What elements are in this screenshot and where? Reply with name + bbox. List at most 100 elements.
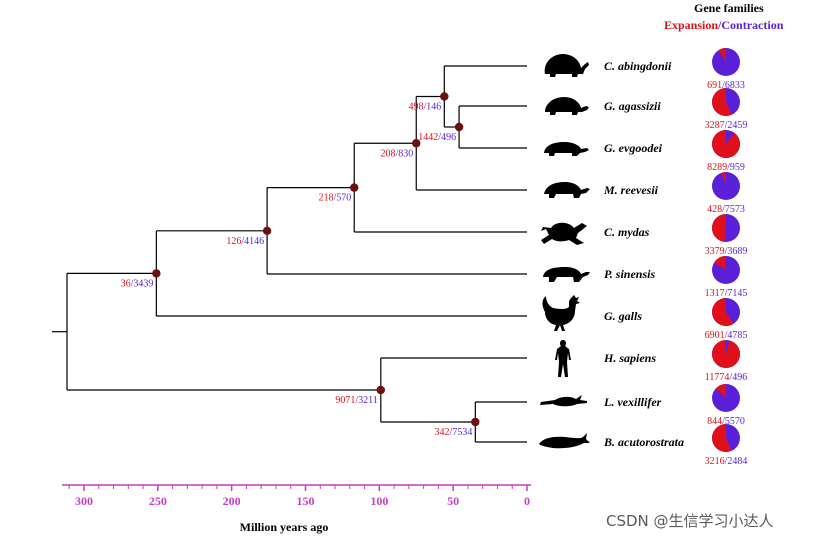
- species-row: G. galls 6901/4785: [542, 295, 748, 341]
- pie-expansion-slice: [712, 214, 726, 242]
- node-dot: [350, 183, 359, 192]
- node-dot: [454, 122, 464, 132]
- species-count-slash: /: [725, 120, 728, 131]
- species-contraction-count: 5570: [725, 416, 745, 427]
- node-expansion-count: 498: [409, 102, 424, 113]
- species-row: G. evgoodei 8289/959: [544, 130, 745, 173]
- node-count-label: 498/146: [409, 102, 442, 113]
- pie-expansion-slice: [712, 424, 732, 452]
- node-contraction-count: 7534: [452, 427, 472, 438]
- species-row: P. sinensis 1317/7145: [543, 256, 747, 299]
- species-row: H. sapiens 11774/496: [555, 340, 747, 383]
- tree-branches: [52, 65, 527, 443]
- node-count-label: 342/7534: [435, 427, 473, 438]
- node-contraction-count: 146: [426, 102, 441, 113]
- node-contraction-count: 4146: [244, 236, 264, 247]
- node-dot: [376, 385, 386, 395]
- expansion-contraction-legend: Expansion/Contraction: [664, 18, 784, 32]
- node-dot: [412, 139, 421, 148]
- species-name: B. acutorostrata: [603, 435, 684, 449]
- node-count-slash: /: [241, 236, 244, 247]
- species-count-label: 1317/7145: [705, 288, 748, 299]
- species-expansion-count: 844: [707, 416, 722, 427]
- node-contraction-count: 830: [398, 148, 413, 159]
- species-row: C. abingdonii 691/6833: [544, 48, 745, 91]
- contraction-legend-label: Contraction: [721, 18, 783, 32]
- species-count-label: 6901/4785: [705, 330, 748, 341]
- node-count-label: 36/3439: [121, 278, 154, 289]
- species-expansion-count: 428: [707, 204, 722, 215]
- species-contraction-count: 2459: [727, 120, 747, 131]
- node-expansion-count: 9071: [335, 395, 355, 406]
- flat-turtle-silhouette: [544, 142, 589, 156]
- node-expansion-count: 1442: [418, 132, 438, 143]
- human-silhouette: [555, 340, 571, 377]
- species-row: G. agassizii 3287/2459: [545, 88, 747, 131]
- species-contraction-count: 7573: [725, 204, 745, 215]
- species-name: G. evgoodei: [604, 141, 663, 155]
- time-axis: 300 250 200 150 100 50 0: [62, 484, 531, 508]
- pie-expansion-slice: [721, 172, 726, 186]
- node-expansion-count: 342: [435, 427, 450, 438]
- axis-tick-label: 150: [296, 494, 314, 508]
- watermark: CSDN @生信学习小达人: [606, 512, 774, 530]
- node-expansion-count: 208: [380, 148, 395, 159]
- expansion-legend-label: Expansion: [664, 18, 718, 32]
- node-dot: [440, 92, 449, 101]
- species-expansion-count: 6901: [705, 330, 725, 341]
- river-dolphin-silhouette: [540, 395, 587, 407]
- species-name: L. vexillifer: [603, 395, 662, 409]
- node-contraction-count: 570: [336, 193, 351, 204]
- species-row: B. acutorostrata 3216/2484: [539, 424, 747, 467]
- pie-expansion-slice: [711, 340, 740, 368]
- species-count-label: 3379/3689: [705, 246, 748, 257]
- axis-tick-label: 200: [223, 494, 241, 508]
- species-contraction-count: 959: [730, 162, 745, 173]
- time-axis-label: Million years ago: [240, 520, 329, 534]
- pie-expansion-slice: [718, 48, 726, 62]
- tortoise-silhouette: [544, 54, 589, 77]
- sea-turtle-silhouette: [541, 222, 587, 245]
- species-row: M. reevesii 428/7573: [544, 172, 745, 215]
- species-count-slash: /: [729, 372, 732, 383]
- node-expansion-count: 36: [121, 278, 131, 289]
- species-name: G. galls: [604, 309, 642, 323]
- species-contraction-count: 3689: [727, 246, 747, 257]
- species-contraction-count: 496: [732, 372, 747, 383]
- species-count-slash: /: [722, 204, 725, 215]
- node-count-slash: /: [333, 193, 336, 204]
- axis-tick-label: 250: [149, 494, 167, 508]
- node-count-label: 218/570: [318, 193, 351, 204]
- species-contraction-count: 4785: [727, 330, 747, 341]
- node-count-label: 126/4146: [226, 236, 264, 247]
- species-count-slash: /: [725, 288, 728, 299]
- softshell-turtle-silhouette: [543, 267, 590, 282]
- species-name: C. mydas: [604, 225, 650, 239]
- node-count-slash: /: [131, 278, 134, 289]
- species-expansion-count: 3216: [705, 456, 725, 467]
- species-name: H. sapiens: [603, 351, 656, 365]
- species-count-slash: /: [725, 330, 728, 341]
- species-count-slash: /: [725, 456, 728, 467]
- node-dot: [471, 417, 480, 427]
- species-expansion-count: 3287: [705, 120, 725, 131]
- node-count-slash: /: [438, 132, 441, 143]
- pie-expansion-slice: [714, 256, 726, 270]
- node-contraction-count: 3439: [133, 278, 153, 289]
- species-name: G. agassizii: [604, 99, 661, 113]
- node-count-slash: /: [450, 427, 453, 438]
- species-expansion-count: 3379: [705, 246, 725, 257]
- rooster-silhouette: [542, 295, 580, 331]
- pie-expansion-slice: [712, 88, 732, 116]
- pie-expansion-slice: [712, 130, 741, 159]
- minke-whale-silhouette: [539, 433, 590, 449]
- node-count-slash: /: [424, 102, 427, 113]
- species-count-label: 428/7573: [707, 204, 745, 215]
- axis-tick-label: 300: [75, 494, 93, 508]
- pond-turtle-silhouette: [544, 182, 590, 198]
- species-expansion-count: 8289: [707, 162, 727, 173]
- species-name: C. abingdonii: [604, 59, 672, 73]
- species-contraction-count: 7145: [727, 288, 747, 299]
